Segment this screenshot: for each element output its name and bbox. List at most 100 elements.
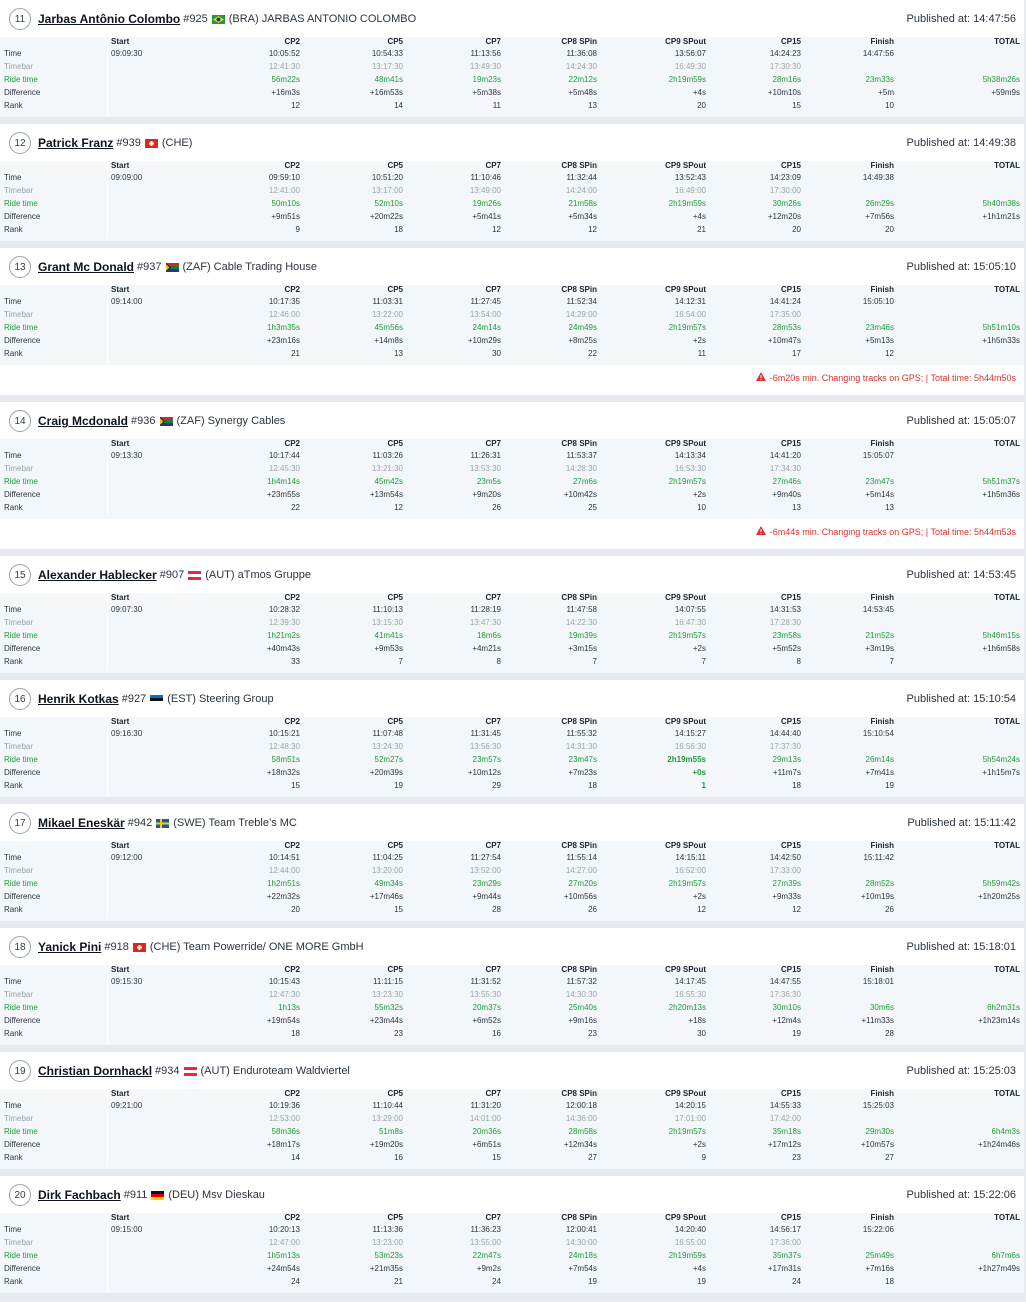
difference-cell: +7m54s [568,1264,597,1273]
column-header: TOTAL [994,37,1020,46]
column-cp7: CP7 11:36:23 13:55:00 22m47s +9m2s 24 [411,1213,501,1293]
column-header: CP15 [780,1213,801,1222]
rider-name-link[interactable]: Christian Dornhackl [38,1064,153,1078]
bib-number: #918 [104,941,129,953]
difference-cell: +22m32s [266,892,300,901]
rider-name-link[interactable]: Henrik Kotkas [38,692,119,706]
ride-time-cell: 23m33s [865,75,894,84]
column-cp7: CP7 11:27:45 13:54:00 24m14s +10m29s 30 [411,285,501,365]
ride-time-cell: 53m23s [374,1251,403,1260]
ride-time-cell: 27m6s [572,477,597,486]
row-label-difference: Difference [4,768,41,777]
timebar-cell: 14:29:00 [565,310,597,319]
timebar-cell: 12:48:30 [268,742,300,751]
difference-cell: +3m19s [865,644,894,653]
ride-time-cell: 45m56s [374,323,403,332]
start-time: 09:12:00 [111,853,143,862]
column-header: Start [111,285,130,294]
rider-name-link[interactable]: Mikael Eneskär [38,816,125,830]
rider-name-link[interactable]: Grant Mc Donald [38,260,135,274]
timebar-cell: 14:27:00 [565,866,597,875]
time-cell: 11:03:26 [372,451,403,460]
row-label-ride-time: Ride time [4,1127,38,1136]
column-header: Start [111,1089,130,1098]
start-time: 09:13:30 [111,451,143,460]
timebar-cell: 12:46:00 [268,310,300,319]
column-header: CP9 SPout [665,717,706,726]
column-cp5: CP5 11:13:36 13:23:00 53m23s +21m35s 21 [313,1213,403,1293]
overall-rank-badge: 11 [9,8,31,30]
split-times-table: Time Timebar Ride time Difference Rank Start 0… [0,593,1024,673]
split-times-table: Time Timebar Ride time Difference Rank Start 0… [0,161,1024,241]
published-time: 15:22:06 [973,1189,1016,1201]
rider-name-link[interactable]: Dirk Fachbach [38,1188,121,1202]
overall-rank-badge: 16 [9,688,31,710]
column-cp8-spin: CP8 SPin 11:57:32 14:30:30 25m40s +9m16s 23 [507,965,597,1045]
overall-rank-badge: 17 [9,812,31,834]
column-cp8-spin: CP8 SPin 11:32:44 14:24:00 21m58s +5m34s 12 [507,161,597,241]
difference-cell: +5m38s [472,88,501,97]
ride-time-cell: 28m53s [772,323,801,332]
row-label-timebar: Timebar [4,1114,34,1123]
rider-name-link[interactable]: Alexander Hablecker [38,568,157,582]
stage-rank-cell: 12 [792,905,801,914]
rider-card: 15 Alexander Hablecker #907 (AUT) aTmos Gru… [0,556,1024,680]
rider-name-link[interactable]: Craig Mcdonald [38,414,129,428]
row-label-time: Time [4,853,22,862]
column-cp2: CP2 10:19:36 12:53:00 58m36s +18m17s 14 [210,1089,300,1169]
ride-time-cell: 1h4m14s [267,477,300,486]
start-time: 09:07:30 [111,605,143,614]
difference-cell: +13m54s [369,490,403,499]
stage-rank-cell: 28 [885,1029,894,1038]
time-cell: 11:47:58 [566,605,597,614]
ride-time-cell: 27m46s [772,477,801,486]
column-header: Start [111,841,130,850]
stage-rank-cell: 12 [394,503,403,512]
stage-rank-cell: 12 [885,349,894,358]
column-header: Start [111,593,130,602]
row-label-ride-time: Ride time [4,199,38,208]
difference-cell: +17m31s [767,1264,801,1273]
difference-cell: +10m10s [767,88,801,97]
column-cp9-spout: CP9 SPout 14:15:27 16:56:30 2h19m55s +0s 1 [616,717,706,797]
column-header: Finish [870,841,894,850]
difference-cell: +10m12s [467,768,501,777]
difference-cell: +5m [878,88,894,97]
rider-card: 17 Mikael Eneskär #942 (SWE) Team Treble’s … [0,804,1024,928]
ride-time-cell: 58m36s [271,1127,300,1136]
row-label-rank: Rank [4,503,23,512]
column-header: Start [111,965,130,974]
timebar-cell: 13:23:30 [371,990,403,999]
column-header: TOTAL [994,841,1020,850]
column-cp5: CP5 11:04:25 13:20:00 49m34s +17m46s 15 [313,841,403,921]
column-cp15: CP15 14:47:55 17:36:30 30m10s +12m4s 19 [711,965,801,1045]
ride-time-cell: 19m26s [472,199,501,208]
row-label-ride-time: Ride time [4,75,38,84]
time-cell: 11:52:34 [566,297,597,306]
column-total: TOTAL 6h2m31s +1h23m14s [930,965,1020,1045]
time-cell: 15:22:06 [862,1225,894,1234]
column-header: CP5 [387,841,403,850]
published-label: Published at: [906,261,971,273]
rider-name-link[interactable]: Jarbas Antônio Colombo [38,12,181,26]
column-total: TOTAL 5h40m38s +1h1m21s [930,161,1020,241]
column-cp7: CP7 11:31:52 13:55:30 20m37s +6m52s 16 [411,965,501,1045]
rider-name-link[interactable]: Patrick Franz [38,136,114,150]
overall-rank-badge: 18 [9,936,31,958]
penalty-warning: -6m44s min. Changing tracks on GPS; | To… [755,526,1016,537]
timebar-cell: 13:21:30 [371,464,403,473]
time-cell: 10:28:32 [268,605,300,614]
column-start: Start 09:15:00 [108,1213,188,1293]
rider-name-link[interactable]: Yanick Pini [38,940,102,954]
penalty-text: -6m20s min. Changing tracks on GPS; | To… [769,372,1016,383]
timebar-cell: 17:01:00 [674,1114,706,1123]
timebar-cell: 16:52:00 [674,866,706,875]
difference-cell: +9m2s [476,1264,501,1273]
column-start: Start 09:12:00 [108,841,188,921]
timebar-cell: 16:53:30 [674,464,706,473]
time-cell: 11:27:54 [470,853,501,862]
time-cell: 14:53:45 [862,605,894,614]
column-cp9-spout: CP9 SPout 14:17:45 16:55:30 2h20m13s +18s 30 [616,965,706,1045]
time-cell: 11:55:32 [566,729,597,738]
stage-rank-cell: 19 [885,781,894,790]
